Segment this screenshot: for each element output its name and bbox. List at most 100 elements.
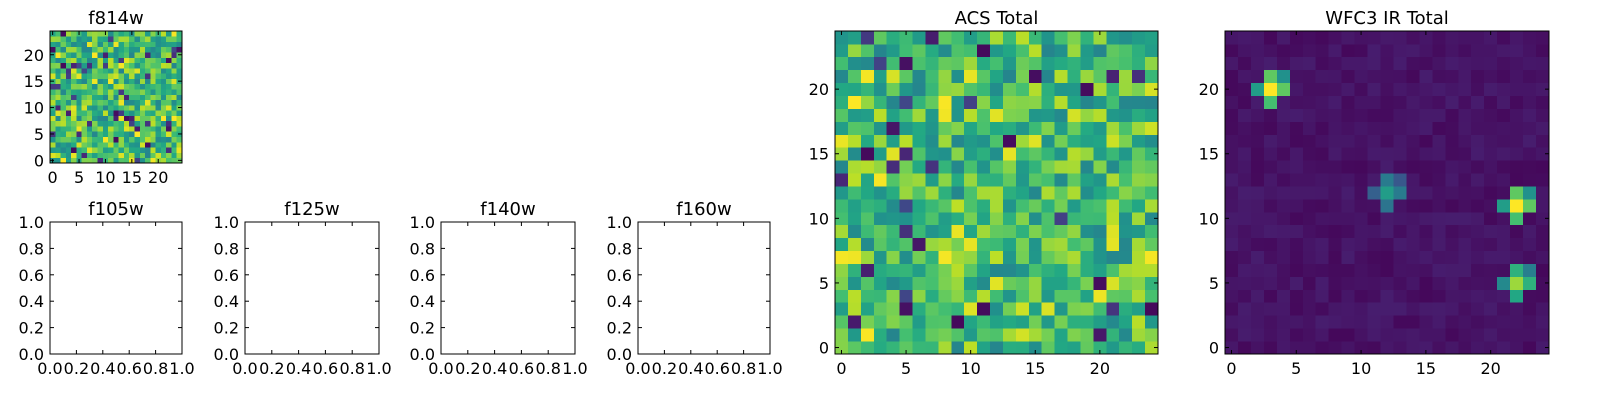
heatmap-cell	[1328, 160, 1343, 174]
panel-title: f140w	[480, 199, 535, 220]
heatmap-cell	[847, 328, 862, 342]
heatmap-cell	[835, 289, 849, 303]
heatmap-cell	[1106, 315, 1120, 329]
heatmap-cell	[990, 328, 1004, 342]
heatmap-cell	[1145, 276, 1159, 290]
heatmap-cell	[1289, 95, 1304, 109]
heatmap-cell	[938, 56, 952, 71]
heatmap-cell	[113, 78, 120, 85]
heatmap-cell	[1380, 328, 1394, 342]
heatmap-cell	[118, 67, 125, 74]
heatmap-cell	[1471, 341, 1485, 355]
heatmap-cell	[139, 110, 146, 116]
y-tick-label: 0	[1209, 339, 1219, 358]
heatmap-cell	[134, 31, 141, 37]
heatmap-cell	[1406, 224, 1420, 239]
heatmap-cell	[1093, 276, 1107, 290]
heatmap-cell	[886, 289, 900, 303]
heatmap-cell	[1237, 82, 1252, 96]
heatmap-cell	[92, 94, 98, 101]
heatmap-cell	[65, 67, 72, 74]
heatmap-cell	[1497, 134, 1511, 148]
heatmap-cell	[166, 41, 172, 48]
heatmap-cell	[1028, 56, 1043, 71]
heatmap-cell	[1328, 237, 1343, 252]
heatmap-cell	[118, 73, 125, 79]
heatmap-cell	[81, 94, 88, 101]
heatmap-cell	[150, 152, 156, 159]
heatmap-cell	[65, 36, 72, 42]
heatmap-cell	[873, 328, 888, 342]
heatmap-cell	[990, 302, 1004, 316]
x-tick-label: 0.4	[678, 359, 703, 378]
heatmap-cell	[1106, 82, 1120, 96]
heatmap-cell	[176, 126, 183, 132]
heatmap-cell	[55, 157, 61, 164]
heatmap-cell	[102, 57, 109, 64]
heatmap-cell	[1015, 160, 1030, 174]
heatmap-cell	[50, 141, 56, 148]
heatmap-cell	[1419, 56, 1433, 71]
heatmap-cell	[886, 160, 900, 174]
heatmap-cell	[134, 89, 141, 95]
heatmap-cell	[1106, 173, 1120, 187]
y-tick-label: 20	[24, 46, 44, 65]
heatmap-cell	[1367, 211, 1381, 226]
x-tick-label: 0.8	[143, 359, 168, 378]
heatmap-cell	[1132, 237, 1146, 252]
heatmap-cell	[81, 104, 88, 111]
heatmap-cell	[860, 108, 875, 122]
heatmap-cell	[1015, 31, 1030, 45]
heatmap-cell	[1263, 173, 1278, 187]
heatmap-cell	[1393, 108, 1407, 122]
heatmap-cell	[113, 126, 120, 132]
heatmap-cell	[990, 263, 1004, 277]
heatmap-cell	[886, 263, 900, 277]
heatmap-cell	[166, 46, 172, 53]
heatmap-cell	[60, 136, 67, 143]
heatmap-cell	[76, 126, 83, 132]
heatmap-cell	[1250, 263, 1265, 277]
heatmap-cell	[912, 315, 926, 329]
heatmap-cell	[1341, 160, 1355, 174]
heatmap-cell	[1367, 82, 1381, 96]
heatmap-cell	[1028, 108, 1043, 122]
heatmap-cell	[166, 136, 172, 143]
heatmap-cell	[1536, 31, 1550, 45]
heatmap-cell	[1119, 302, 1133, 316]
heatmap-cell	[1406, 315, 1420, 329]
heatmap-cell	[1145, 302, 1159, 316]
heatmap-cell	[1002, 224, 1017, 239]
heatmap-cell	[1328, 302, 1343, 316]
heatmap-cell	[1237, 289, 1252, 303]
heatmap-cell	[1315, 250, 1330, 264]
heatmap-cell	[76, 57, 83, 64]
heatmap-cell	[134, 147, 141, 153]
heatmap-cell	[1002, 289, 1017, 303]
heatmap-cell	[1054, 289, 1068, 303]
heatmap-cell	[1225, 186, 1239, 200]
heatmap-cell	[1484, 341, 1498, 355]
heatmap-cell	[1510, 186, 1524, 200]
heatmap-cell	[176, 57, 183, 64]
heatmap-cell	[1067, 315, 1081, 329]
heatmap-cell	[1080, 82, 1094, 96]
heatmap-cell	[873, 186, 888, 200]
heatmap-cell	[1067, 302, 1081, 316]
heatmap-cell	[129, 94, 135, 101]
heatmap-cell	[1497, 211, 1511, 226]
heatmap-cell	[951, 289, 965, 303]
heatmap-cell	[835, 69, 849, 84]
heatmap-cell	[1028, 160, 1043, 174]
heatmap-cell	[176, 147, 183, 153]
heatmap-cell	[118, 57, 125, 64]
heatmap-cell	[145, 126, 151, 132]
heatmap-cell	[50, 62, 56, 69]
heatmap-cell	[1145, 224, 1159, 239]
heatmap-cell	[912, 328, 926, 342]
heatmap-cell	[1002, 198, 1017, 213]
heatmap-cell	[123, 126, 130, 132]
heatmap-cell	[1028, 186, 1043, 200]
heatmap-cell	[1471, 302, 1485, 316]
heatmap-cell	[1536, 315, 1550, 329]
